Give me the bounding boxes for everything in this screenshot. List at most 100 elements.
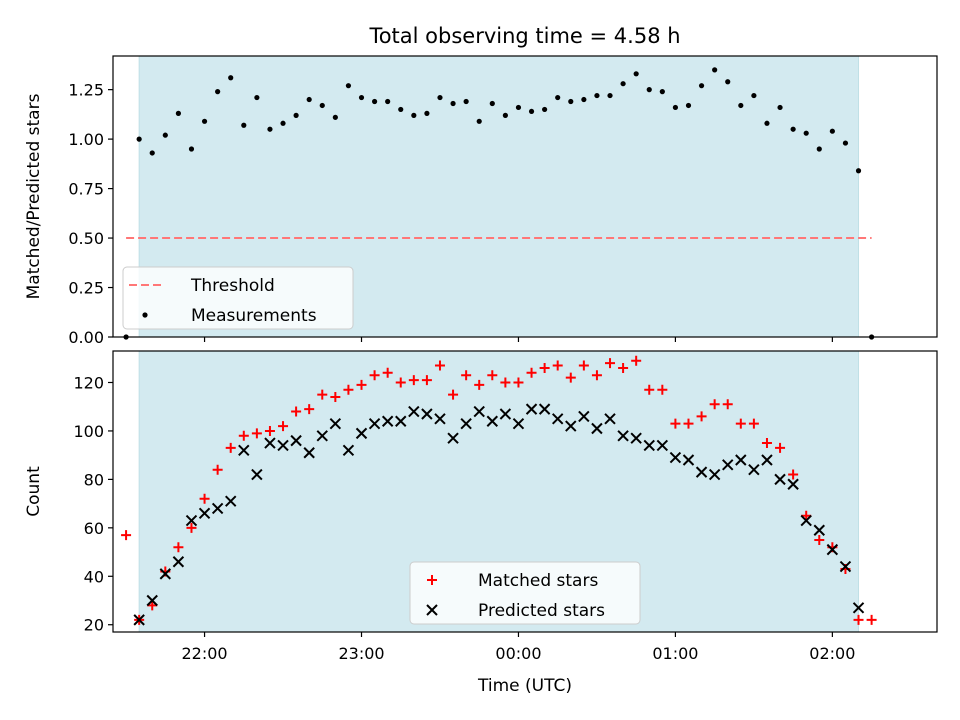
- data-point-matched: [801, 510, 812, 521]
- data-point-measurement: [175, 110, 181, 116]
- data-point-matched: [866, 614, 877, 625]
- data-point-predicted: [146, 594, 158, 607]
- data-point-measurement: [528, 108, 535, 115]
- data-point-predicted: [421, 408, 433, 420]
- data-point-predicted: [185, 514, 198, 527]
- data-point-matched: [448, 389, 459, 400]
- data-point-matched: [657, 384, 668, 395]
- data-point-measurement: [254, 94, 260, 101]
- data-point-matched: [853, 614, 864, 625]
- data-point-predicted: [251, 468, 263, 481]
- data-point-predicted: [722, 459, 734, 471]
- data-point-predicted: [277, 439, 289, 452]
- data-point-predicted: [774, 473, 786, 486]
- data-point-predicted: [225, 495, 237, 507]
- data-point-measurement: [136, 136, 142, 142]
- data-point-measurement: [685, 102, 692, 109]
- data-point-measurement: [280, 120, 286, 126]
- data-point-matched: [605, 358, 616, 369]
- data-point-matched: [618, 362, 629, 373]
- data-point-matched: [225, 442, 236, 453]
- data-point-measurement: [855, 168, 862, 174]
- data-point-predicted: [381, 415, 394, 427]
- data-point-matched: [775, 442, 786, 453]
- data-point-matched: [474, 379, 485, 390]
- data-point-measurement: [358, 94, 365, 101]
- data-point-predicted: [643, 439, 655, 452]
- data-point-predicted: [198, 507, 211, 520]
- x-tick-label: 23:00: [338, 644, 384, 663]
- data-point-measurement: [345, 83, 352, 89]
- data-point-matched: [186, 522, 197, 533]
- data-point-predicted: [617, 430, 629, 442]
- data-point-predicted: [839, 560, 852, 573]
- legend-entry-label: Matched stars: [478, 571, 598, 591]
- legend-box: [409, 561, 641, 625]
- data-point-predicted: [499, 408, 512, 420]
- y-axis-label: Count: [24, 466, 44, 517]
- data-point-measurement: [215, 89, 221, 95]
- data-point-measurement: [816, 146, 822, 152]
- data-point-predicted: [159, 568, 172, 580]
- data-point-matched: [513, 377, 524, 388]
- data-point-measurement: [712, 67, 718, 73]
- data-point-measurement: [306, 96, 312, 103]
- data-point-measurement: [829, 128, 835, 134]
- data-point-measurement: [607, 92, 613, 99]
- data-point-measurement: [515, 104, 522, 111]
- axes-frame: [112, 55, 938, 338]
- data-point-predicted: [551, 413, 564, 425]
- data-point-matched: [761, 438, 772, 449]
- data-point-measurement: [659, 89, 665, 95]
- data-point-measurement: [332, 114, 338, 120]
- data-point-measurement: [476, 118, 482, 124]
- data-point-predicted: [695, 466, 708, 478]
- data-point-predicted: [316, 430, 328, 442]
- data-point-measurement: [437, 94, 443, 101]
- data-point-measurement: [293, 112, 299, 118]
- data-point-matched: [591, 370, 602, 381]
- data-point-measurement: [555, 94, 561, 101]
- data-point-predicted: [434, 413, 446, 425]
- data-point-measurement: [450, 100, 456, 107]
- data-point-matched: [696, 411, 707, 422]
- data-point-measurement: [620, 81, 626, 87]
- data-point-predicted: [290, 434, 302, 447]
- data-point-predicted: [133, 614, 145, 626]
- data-point-predicted: [761, 454, 773, 466]
- data-point-measurement: [201, 118, 208, 124]
- axes-frame: [112, 350, 938, 633]
- y-tick-label: 80: [84, 470, 104, 489]
- data-point-matched: [487, 370, 498, 381]
- data-point-predicted: [813, 524, 825, 536]
- data-point-matched: [722, 399, 733, 410]
- data-point-matched: [238, 430, 249, 441]
- bottom-panel-counts: 20 40 60 80 100 120 22:00 23:00 00:00 01:00 02:00 C…: [24, 350, 938, 696]
- x-tick-label: 01:00: [652, 644, 698, 663]
- x-tick-label: 22:00: [182, 644, 228, 663]
- data-point-measurement: [764, 120, 770, 126]
- data-point-matched: [395, 377, 406, 388]
- data-point-predicted: [787, 478, 799, 490]
- y-tick-label: 20: [84, 616, 104, 635]
- legend: Threshold Measurements: [122, 266, 354, 330]
- data-point-matched: [670, 418, 681, 429]
- legend-entry-label: Threshold: [190, 276, 275, 296]
- data-point-predicted: [395, 415, 407, 427]
- data-point-measurement: [581, 96, 587, 103]
- data-point-matched: [788, 469, 799, 480]
- data-point-measurement: [568, 98, 574, 105]
- data-point-predicted: [800, 514, 812, 527]
- data-point-predicted: [512, 417, 525, 430]
- data-point-matched: [330, 392, 341, 403]
- y-tick-label: 0.00: [68, 328, 104, 347]
- data-point-predicted: [355, 427, 368, 440]
- x-tick-label: 00:00: [495, 644, 541, 663]
- data-point-matched: [121, 530, 132, 541]
- data-point-predicted: [238, 444, 250, 457]
- data-point-matched: [343, 384, 354, 395]
- data-point-matched: [278, 421, 289, 432]
- data-point-measurement: [842, 140, 849, 146]
- data-point-matched: [461, 370, 472, 381]
